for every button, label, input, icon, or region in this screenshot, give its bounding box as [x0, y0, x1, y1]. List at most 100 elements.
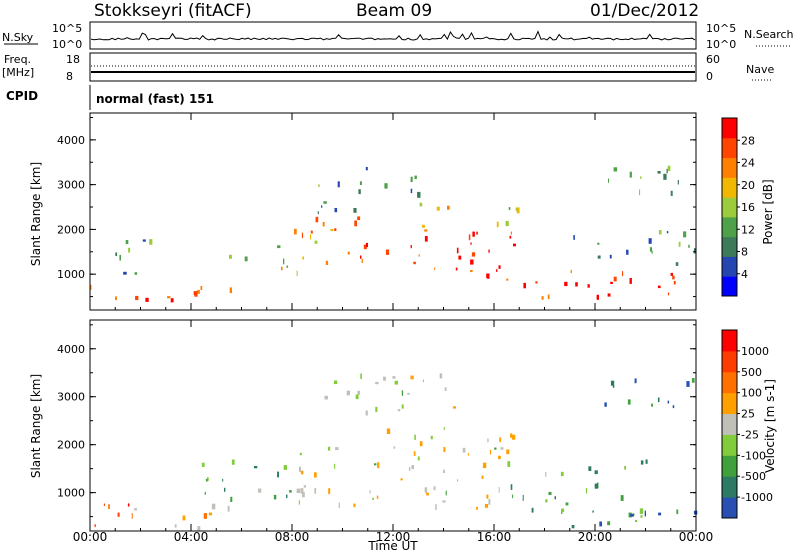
nsearch-label: N.Search: [744, 28, 794, 41]
echo-cell: [516, 207, 520, 214]
colorbar-tick-label: -500: [741, 470, 766, 483]
freq-tick-top: 18: [66, 53, 80, 66]
colorbar-segment: [722, 276, 737, 297]
colorbar-segment: [722, 137, 737, 159]
echo-cell: [317, 211, 319, 215]
echo-cell: [299, 466, 301, 472]
echo-cell: [322, 222, 325, 227]
y-tick-label: 2000: [57, 439, 85, 452]
echo-cell: [134, 508, 137, 511]
echo-cell: [475, 507, 478, 510]
echo-cell: [457, 479, 459, 482]
colorbar-segment: [722, 392, 737, 415]
echo-cell: [588, 466, 592, 471]
nave-tick-bottom: 0: [706, 70, 713, 83]
velocity-y-axis: 4000 3000 2000 1000: [57, 324, 696, 518]
echo-cell: [94, 524, 96, 528]
echo-cell: [484, 504, 489, 508]
echo-cell: [651, 403, 653, 407]
echo-cell: [564, 281, 568, 287]
echo-cell: [298, 500, 300, 505]
echo-cell: [488, 249, 490, 253]
echo-cell: [231, 459, 235, 465]
echo-cell: [610, 380, 615, 386]
echo-cell: [314, 487, 317, 494]
echo-cell: [630, 513, 634, 517]
echo-cell: [417, 456, 420, 461]
echo-cell: [498, 487, 500, 493]
echo-cell: [629, 278, 632, 284]
echo-cell: [634, 378, 637, 384]
echo-cell: [592, 510, 594, 513]
date-title: 01/Dec/2012: [590, 1, 699, 21]
y-tick-label: 1000: [57, 487, 85, 500]
echo-cell: [455, 267, 458, 271]
echo-cell: [639, 508, 644, 514]
echo-cell: [436, 206, 440, 211]
velocity-y-label: Slant Range [km]: [29, 374, 43, 478]
echo-cell: [513, 243, 516, 247]
colorbar-segment: [722, 197, 737, 218]
y-tick-label: 2000: [57, 223, 85, 236]
echo-cell: [639, 189, 641, 196]
echo-cell: [419, 202, 423, 207]
echo-cell: [324, 395, 328, 400]
echo-cell: [494, 447, 497, 450]
echo-cell: [302, 256, 304, 260]
colorbar-tick-label: 16: [741, 201, 755, 214]
echo-cell: [596, 294, 599, 300]
colorbar-tick-label: 1000: [741, 345, 769, 358]
echo-cell: [507, 461, 511, 467]
echo-cell: [667, 165, 671, 172]
echo-cell: [400, 478, 403, 481]
echo-cell: [633, 513, 635, 516]
x-tick-label: 12:00: [376, 530, 411, 544]
echo-cell: [496, 221, 499, 228]
echo-cell: [522, 494, 524, 501]
echo-cell: [203, 513, 207, 519]
echo-cell: [135, 295, 139, 301]
echo-cell: [512, 494, 514, 499]
echo-cell: [365, 242, 368, 248]
echo-cell: [667, 400, 670, 404]
echo-cell: [676, 509, 679, 515]
colorbar-tick-label: 25: [741, 408, 755, 421]
echo-cell: [418, 254, 420, 257]
echo-cell: [628, 512, 632, 518]
echo-cell: [224, 487, 226, 492]
power-colorbar: 28 24 20 16 12 8 4: [721, 117, 755, 297]
echo-cell: [677, 180, 679, 185]
echo-cell: [612, 385, 615, 388]
echo-cell: [673, 280, 676, 285]
echo-cell: [545, 499, 548, 503]
echo-cell: [419, 441, 423, 447]
echo-cell: [314, 240, 318, 244]
echo-cell: [204, 491, 206, 495]
echo-cell: [205, 478, 208, 482]
echo-cell: [640, 460, 644, 465]
echo-cell: [462, 447, 466, 453]
colorbar-segment: [722, 371, 737, 394]
time-x-axis: 00:00 04:00 08:00 12:00 16:00 20:00 00:00: [73, 113, 713, 544]
echo-cell: [443, 447, 446, 453]
echo-cell: [227, 505, 230, 512]
echo-cell: [142, 239, 146, 242]
echo-cell: [145, 297, 149, 302]
echo-cell: [119, 254, 121, 261]
x-tick-label: 20:00: [578, 530, 613, 544]
echo-cell: [422, 224, 425, 228]
power-y-axis: 4000 3000 2000 1000: [57, 116, 696, 298]
echo-cell: [283, 465, 287, 470]
echo-cell: [393, 446, 396, 449]
echo-cell: [277, 471, 279, 478]
echo-cell: [424, 229, 428, 232]
echo-cell: [194, 291, 198, 297]
echo-cell: [675, 262, 679, 266]
echo-cell: [128, 247, 131, 253]
echo-cell: [470, 270, 473, 273]
power-y-label: Slant Range [km]: [29, 162, 43, 266]
echo-cell: [200, 285, 203, 291]
echo-cell: [458, 255, 462, 260]
echo-cell: [511, 434, 516, 440]
echo-cell: [644, 510, 646, 517]
